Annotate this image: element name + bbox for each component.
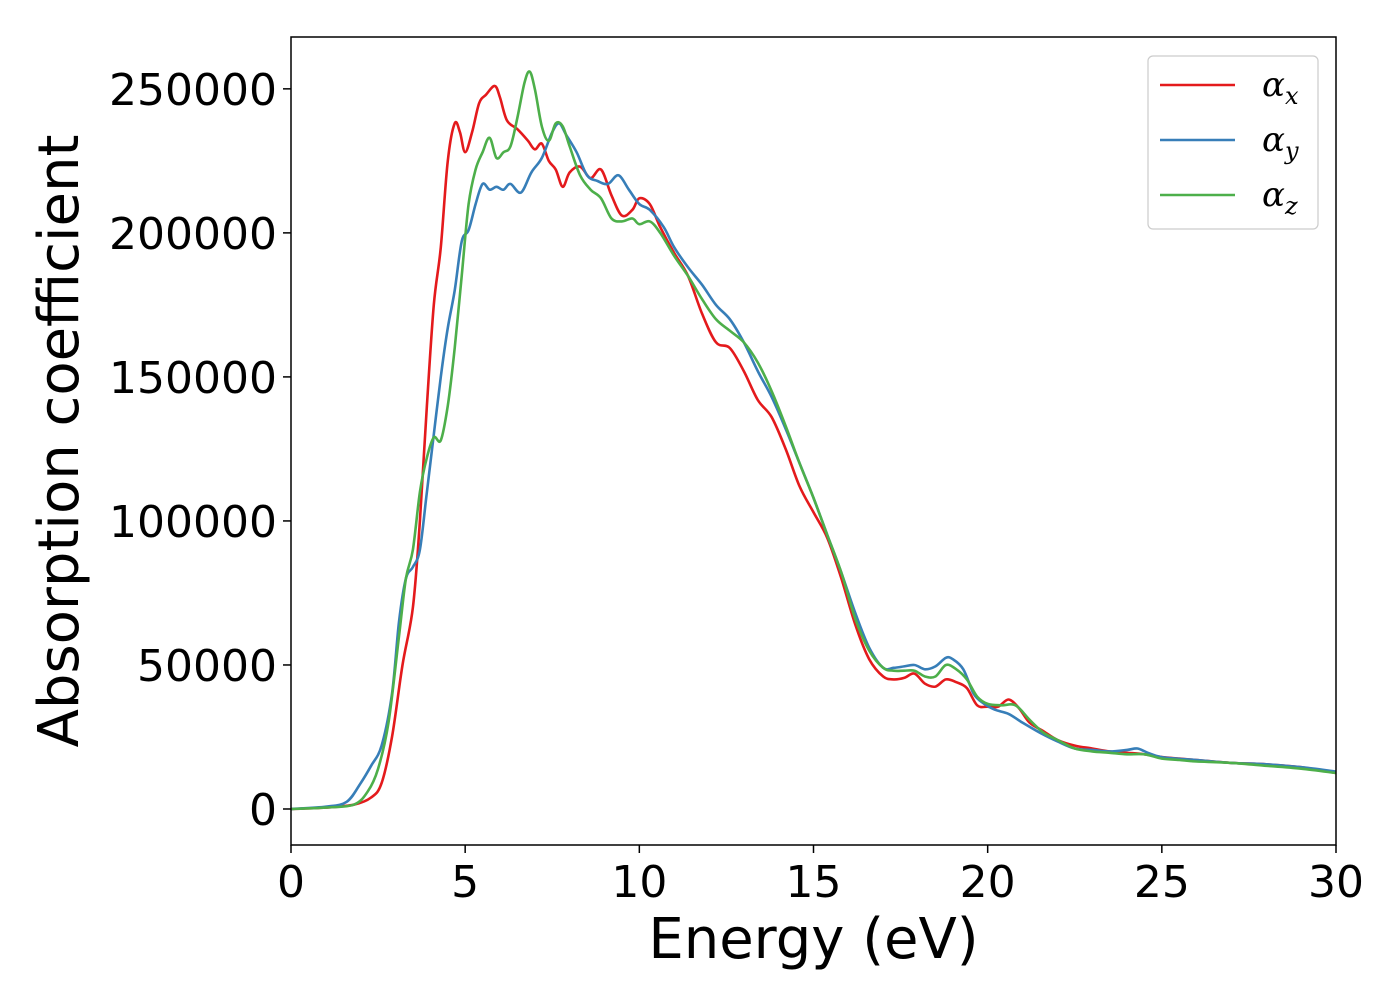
y-axis-title: Absorption coefficient	[27, 135, 92, 748]
y-tick-label: 100000	[109, 497, 277, 548]
x-axis-ticks: 0 5 10 15 20 25 30	[277, 845, 1364, 908]
y-tick-label: 250000	[109, 65, 277, 116]
plot-lines	[291, 70, 1336, 811]
y-tick-label: 50000	[137, 641, 277, 692]
x-tick-label: 0	[277, 857, 305, 908]
legend-subscript: y	[1284, 137, 1299, 165]
y-axis-ticks: 0 50000 100000 150000 200000 250000	[109, 65, 291, 836]
x-axis-title: Energy (eV)	[648, 907, 978, 972]
y-tick-label: 200000	[109, 209, 277, 260]
x-tick-label: 30	[1308, 857, 1364, 908]
x-tick-label: 15	[786, 857, 842, 908]
series-line-z	[291, 70, 1336, 811]
x-tick-label: 25	[1134, 857, 1190, 908]
y-tick-label: 0	[249, 785, 277, 836]
x-tick-label: 10	[611, 857, 667, 908]
legend-subscript: z	[1284, 192, 1298, 220]
legend-subscript: x	[1285, 82, 1299, 110]
series-line-y	[291, 122, 1336, 811]
series-line-x	[291, 84, 1336, 811]
y-tick-label: 150000	[109, 353, 277, 404]
x-tick-label: 5	[451, 857, 479, 908]
x-tick-label: 20	[960, 857, 1016, 908]
legend-box	[1147, 55, 1319, 230]
